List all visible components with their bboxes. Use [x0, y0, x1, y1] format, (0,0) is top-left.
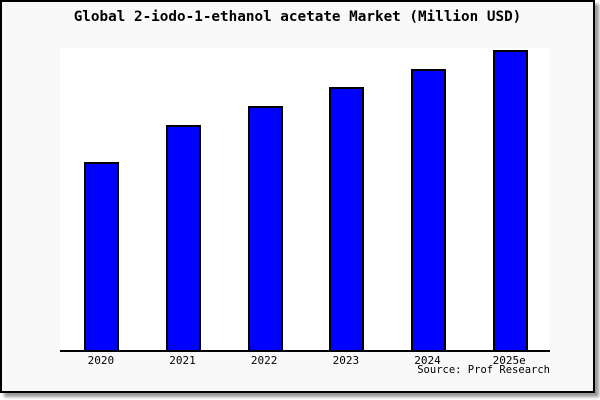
x-tick-label-2021: 2021	[169, 354, 196, 367]
x-tick-label-2023: 2023	[332, 354, 360, 367]
x-axis-tick-labels: 2020 2021 2022 2023 2024 2025e	[60, 354, 550, 370]
plot-area	[60, 48, 550, 352]
bar-2022	[247, 106, 283, 350]
bar-2020	[84, 162, 120, 350]
bar-2021	[166, 125, 201, 350]
source-note: Source: Prof Research	[417, 364, 550, 376]
x-tick-label-2022: 2022	[250, 354, 278, 367]
chart-frame: Global 2-iodo-1-ethanol acetate Market (…	[0, 0, 595, 393]
x-tick-label-2020: 2020	[87, 354, 115, 367]
bar-2025e	[492, 50, 528, 350]
x-tick-label-2025e: 2025e	[492, 354, 526, 367]
bar-2023	[329, 87, 365, 350]
x-tick-label-2024: 2024	[414, 354, 441, 367]
chart-title: Global 2-iodo-1-ethanol acetate Market (…	[73, 9, 522, 25]
bar-2024	[411, 69, 446, 350]
